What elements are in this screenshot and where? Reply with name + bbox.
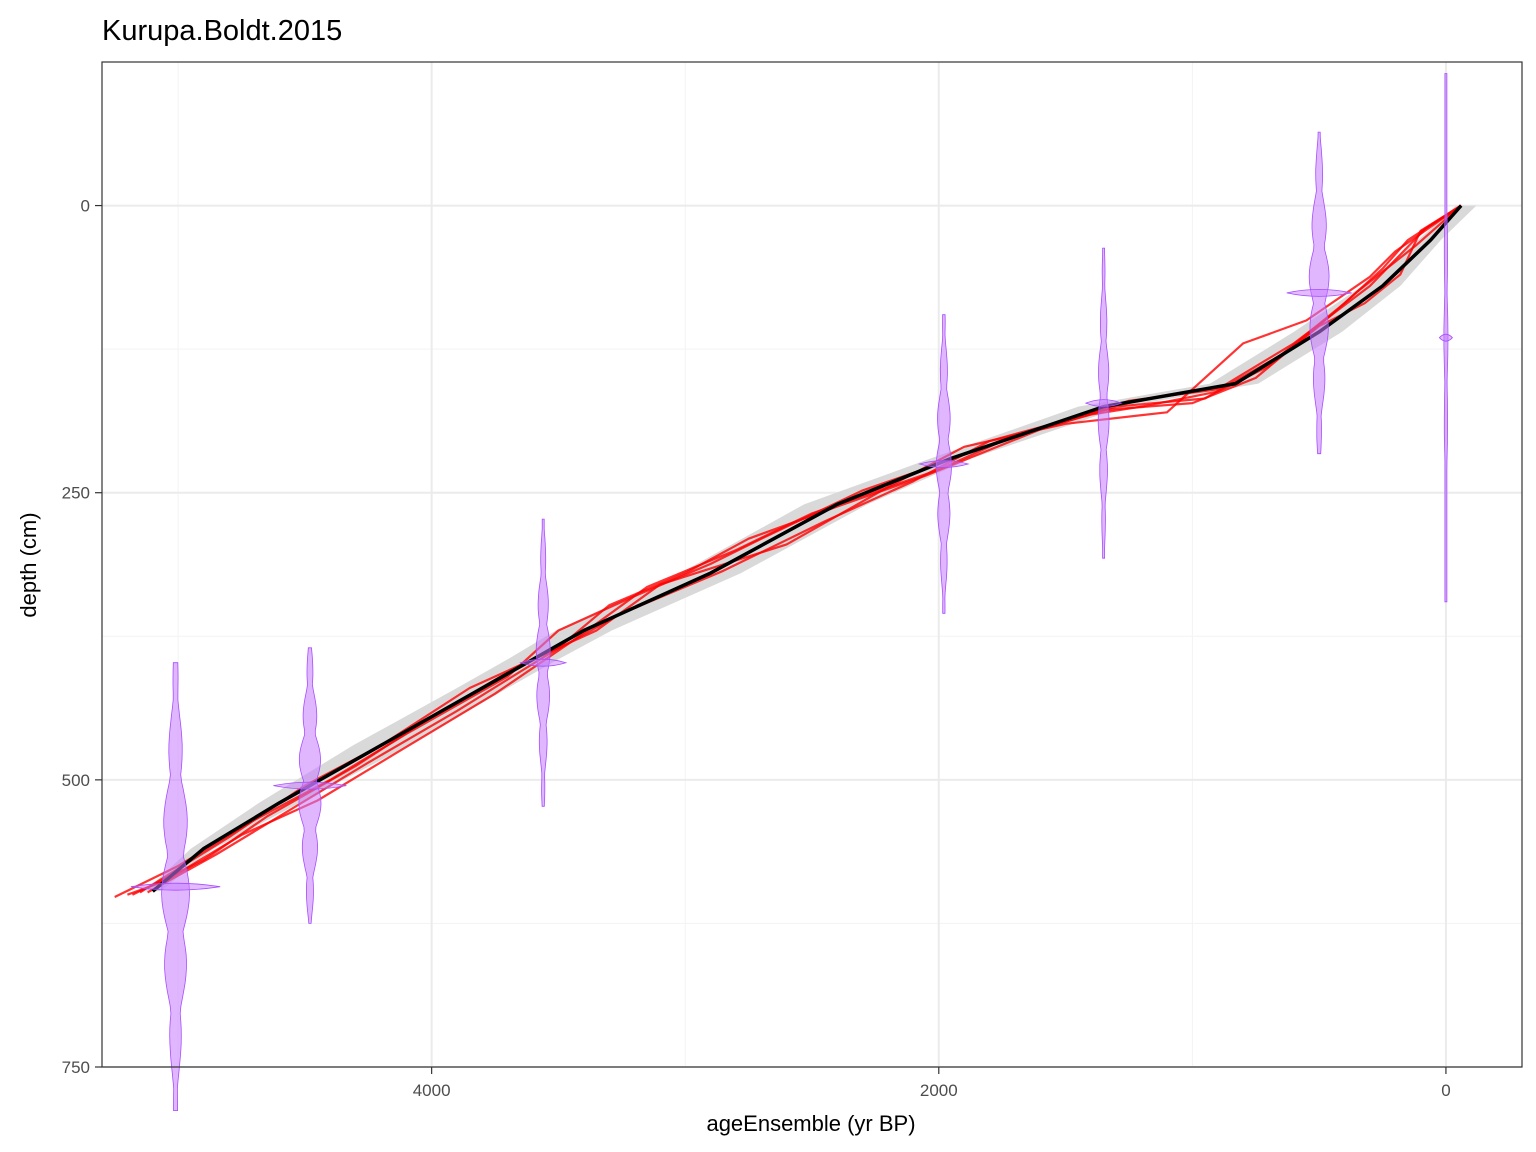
y-tick-label: 500 xyxy=(62,771,90,790)
ensemble-line-5 xyxy=(147,204,1462,894)
radiocarbon-date-1-horizontal xyxy=(1438,333,1453,342)
ensemble-line-4 xyxy=(127,204,1462,896)
radiocarbon-date-7-horizontal xyxy=(130,882,221,891)
y-axis-title: depth (cm) xyxy=(16,512,41,617)
y-tick-label: 750 xyxy=(62,1058,90,1077)
x-axis-title: ageEnsemble (yr BP) xyxy=(706,1111,915,1136)
x-tick-label: 0 xyxy=(1441,1081,1450,1100)
chart-title: Kurupa.Boldt.2015 xyxy=(102,15,342,47)
x-tick-label: 2000 xyxy=(920,1081,958,1100)
radiocarbon-date-6-horizontal xyxy=(273,781,347,790)
radiocarbon-date-4-horizontal xyxy=(918,460,970,468)
radiocarbon-dates xyxy=(130,73,1453,1111)
y-tick-label: 0 xyxy=(81,197,90,216)
ensemble-line-2 xyxy=(139,204,1462,894)
x-axis: 4000 2000 0 xyxy=(413,1067,1451,1100)
y-tick-label: 250 xyxy=(62,484,90,503)
y-axis: 0 250 500 750 xyxy=(62,197,102,1077)
radiocarbon-date-5-horizontal xyxy=(519,658,568,667)
x-tick-label: 4000 xyxy=(413,1081,451,1100)
radiocarbon-date-3-horizontal xyxy=(1084,399,1123,407)
radiocarbon-date-2-horizontal xyxy=(1286,289,1352,297)
median-line xyxy=(151,204,1463,893)
uncertainty-band xyxy=(145,205,1477,892)
median-age-line xyxy=(151,204,1463,893)
panel-border xyxy=(101,61,1523,1068)
uncertainty-band-area xyxy=(145,205,1477,892)
grid xyxy=(102,61,1522,1068)
